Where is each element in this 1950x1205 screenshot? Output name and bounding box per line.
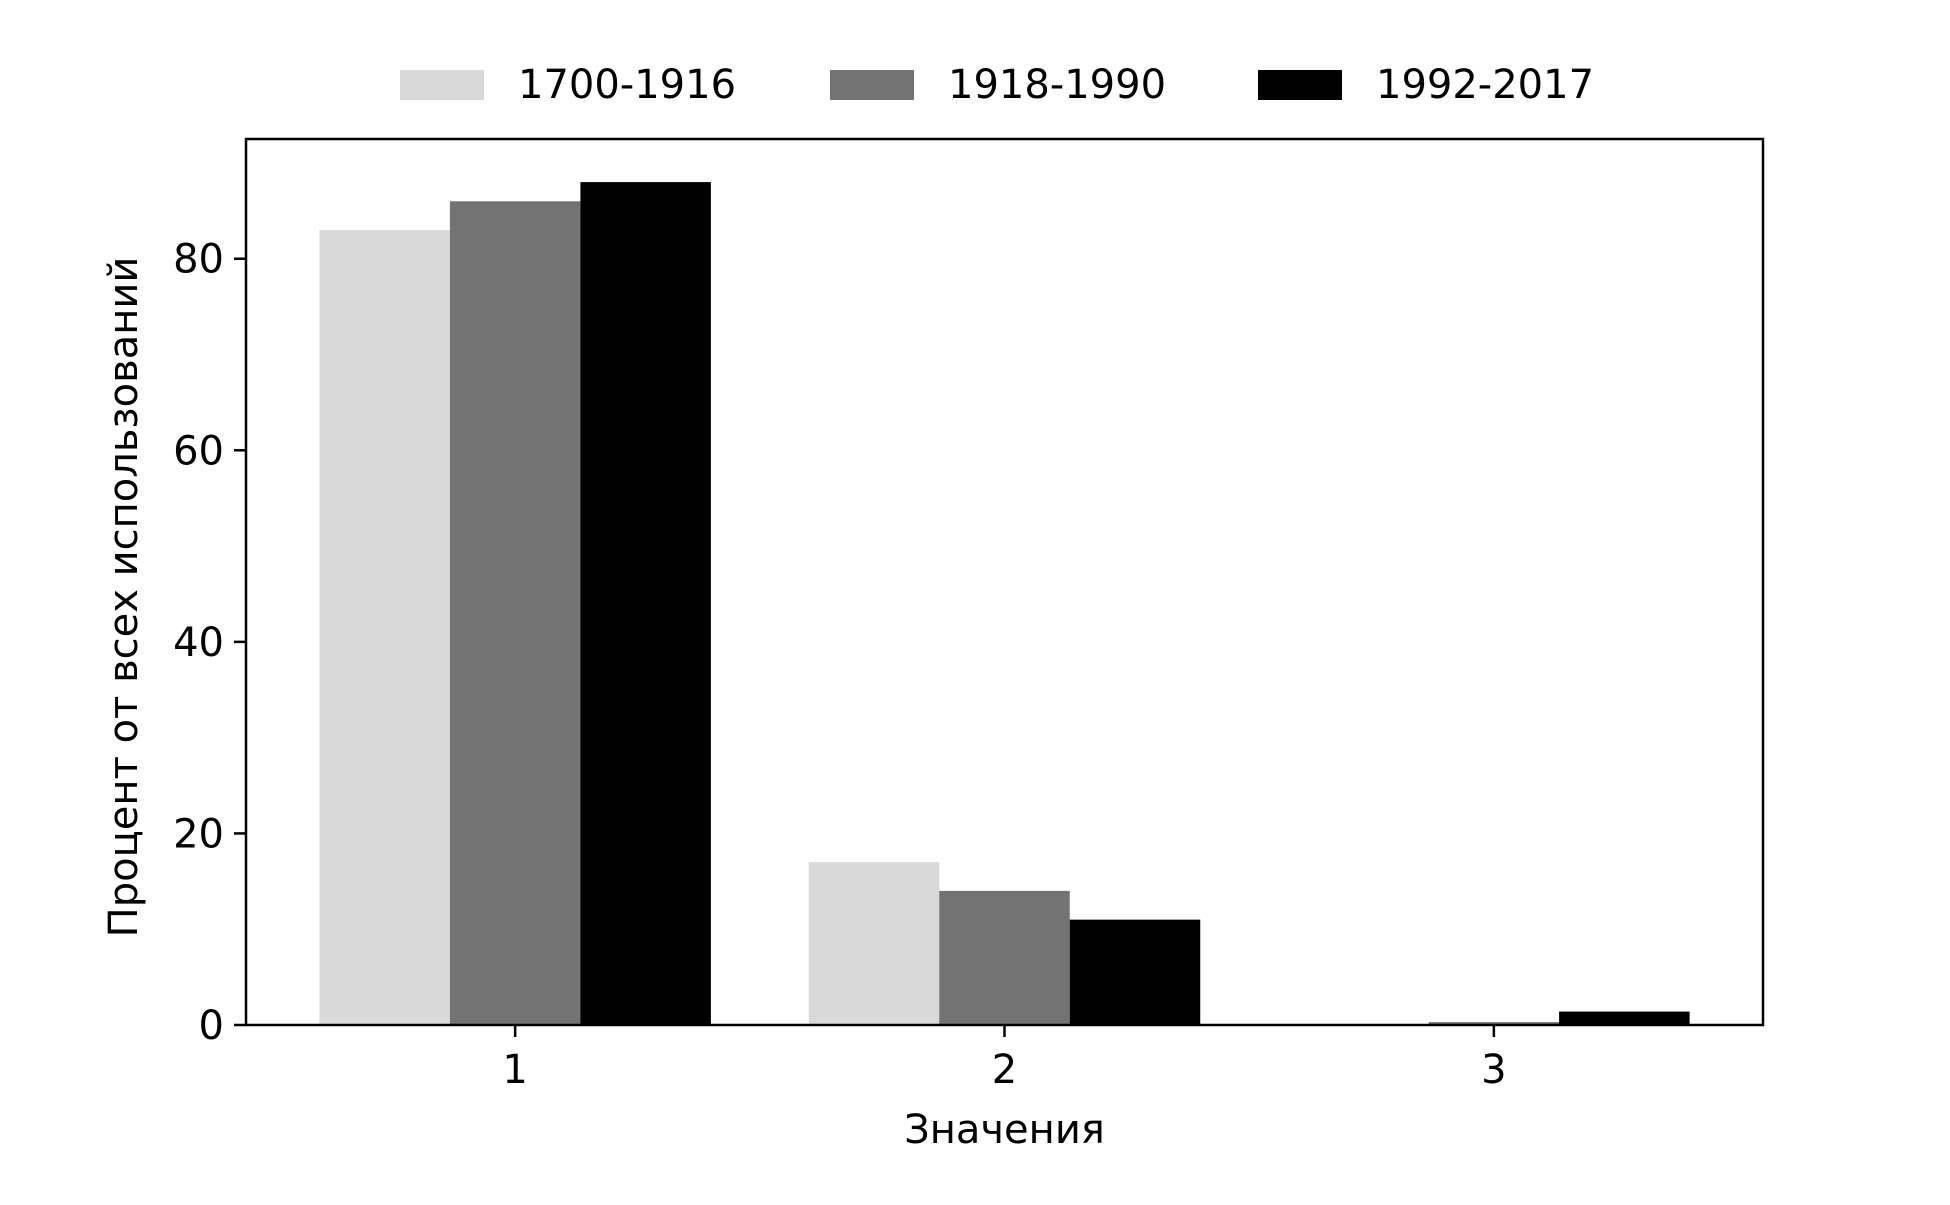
x-tick-label: 3 xyxy=(1481,1047,1506,1093)
x-tick-label: 2 xyxy=(992,1047,1017,1093)
y-tick-label: 80 xyxy=(173,237,224,283)
legend-swatch-1918-1990 xyxy=(830,70,914,100)
y-axis-label: Процент от всех использований xyxy=(101,257,147,938)
legend-label-1992-2017: 1992-2017 xyxy=(1376,62,1594,108)
y-tick-label: 60 xyxy=(173,428,224,474)
legend-label-1918-1990: 1918-1990 xyxy=(948,62,1166,108)
x-tick-label: 1 xyxy=(502,1047,527,1093)
bar-1918-1990-cat-1 xyxy=(449,201,581,1025)
legend-label-1700-1916: 1700-1916 xyxy=(518,62,736,108)
bar-1992-2017-cat-1 xyxy=(580,182,711,1025)
bars-group xyxy=(319,182,1690,1025)
legend-swatch-1992-2017 xyxy=(1258,70,1342,100)
legend-swatch-1700-1916 xyxy=(400,70,484,100)
x-axis: 1 2 3 xyxy=(502,1025,1507,1093)
x-axis-label: Значения xyxy=(904,1107,1105,1153)
bar-1918-1990-cat-3 xyxy=(1428,1022,1560,1025)
bar-1992-2017-cat-2 xyxy=(1069,919,1201,1025)
bar-1918-1990-cat-2 xyxy=(939,890,1070,1025)
y-tick-label: 20 xyxy=(173,811,224,857)
bar-1700-1916-cat-1 xyxy=(319,229,450,1025)
bar-1700-1916-cat-2 xyxy=(808,862,940,1025)
y-tick-label: 0 xyxy=(199,1003,224,1049)
y-tick-label: 40 xyxy=(173,620,224,666)
y-axis: 0 20 40 60 80 xyxy=(173,237,246,1049)
bar-1992-2017-cat-3 xyxy=(1559,1011,1690,1025)
legend: 1700-1916 1918-1990 1992-2017 xyxy=(400,62,1594,108)
